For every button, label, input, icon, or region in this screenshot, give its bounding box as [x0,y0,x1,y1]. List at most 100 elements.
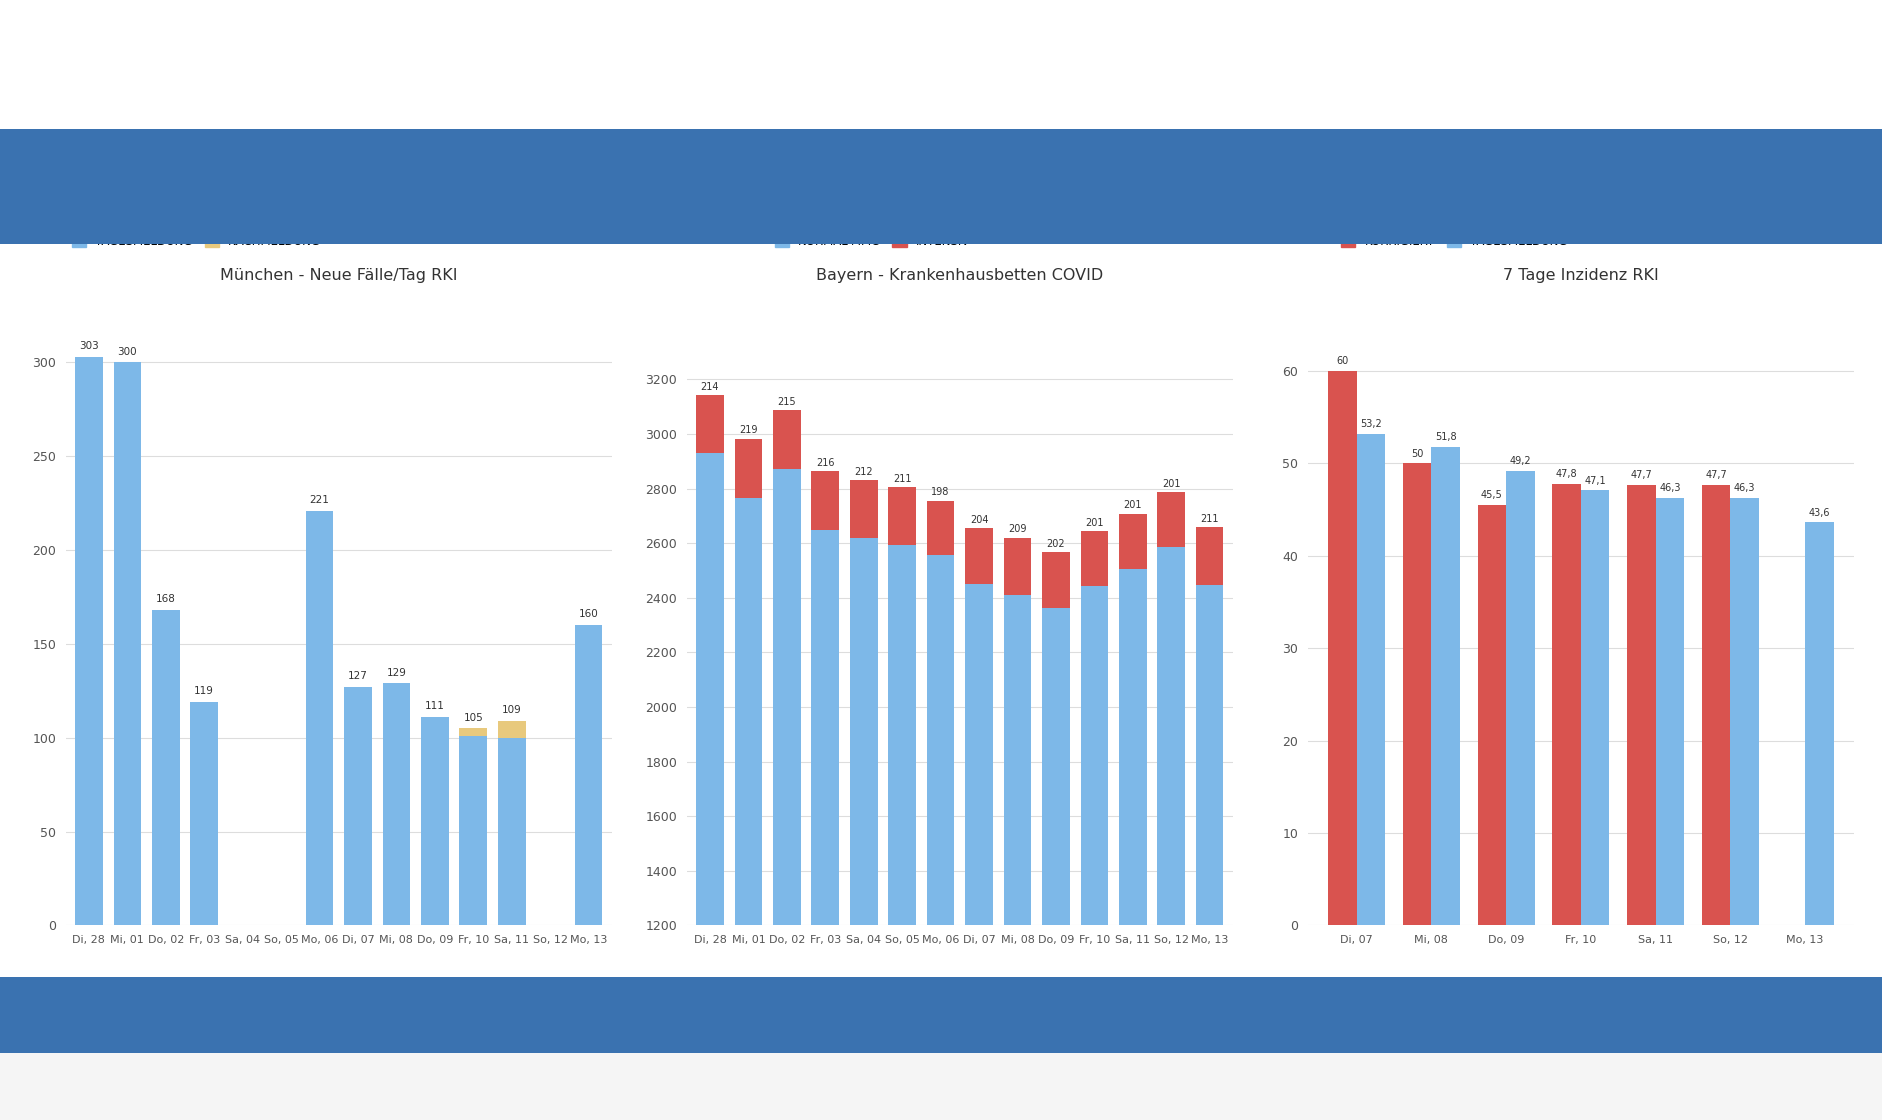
Text: Normal + IMC: Normal + IMC [670,207,747,217]
Text: Feiertagen: Feiertagen [1692,226,1758,240]
Text: ANMERKUNGEN 2023-03-14: ANMERKUNGEN 2023-03-14 [339,13,555,27]
Text: Stand: 2023-03-14 14:15: Stand: 2023-03-14 14:15 [23,96,273,114]
FancyBboxPatch shape [0,1062,156,1111]
Bar [499,721,525,738]
Bar [422,717,448,925]
Text: 50: 50 [1412,449,1423,459]
Text: CoronaMUC.de: CoronaMUC.de [23,24,416,68]
Bar [1157,547,1186,1120]
Bar [1656,497,1684,925]
Text: 211: 211 [1201,514,1220,524]
Bar [1805,522,1833,925]
Text: 45,5: 45,5 [1481,491,1504,501]
Bar [459,728,487,736]
Bar [305,511,333,925]
Text: BESTÄTIGTE FÄLLE: BESTÄTIGTE FÄLLE [100,133,215,143]
Text: ⇪ Share: ⇪ Share [43,1082,88,1091]
Bar [152,610,179,925]
Bar [326,6,1590,123]
Text: 201: 201 [1086,519,1103,529]
Bar [113,362,141,925]
Text: INTENSIV: INTENSIV [853,207,903,217]
Text: KRANKENHAUSBETTEN BAYERN: KRANKENHAUSBETTEN BAYERN [685,133,883,143]
Text: 119: 119 [194,687,215,697]
Text: 2.448: 2.448 [632,160,728,189]
Text: CoronaMUC: CoronaMUC [1615,67,1692,80]
Text: 47,8: 47,8 [1556,469,1577,479]
Text: 201: 201 [1124,501,1142,511]
Bar [1195,585,1223,1120]
Bar [1701,485,1730,925]
Text: 300: 300 [117,347,137,356]
Text: Gesamt: 2.552: Gesamt: 2.552 [423,205,518,218]
Text: TODESFÄLLE: TODESFÄLLE [431,133,510,143]
Bar [1261,132,1562,241]
Text: 216: 216 [817,458,834,468]
Legend: TAGESMELDUNG, NACHMELDUNG: TAGESMELDUNG, NACHMELDUNG [72,234,322,248]
Text: INZIDENZ RKI: INZIDENZ RKI [1683,133,1767,143]
Bar [774,410,800,469]
Text: 43,6: 43,6 [1681,158,1769,192]
Bar [6,132,309,241]
Bar [1003,595,1031,1120]
Bar [1573,132,1876,241]
Bar [1628,485,1656,925]
Text: DUNKELZIFFER FAKTOR: DUNKELZIFFER FAKTOR [1024,133,1171,143]
Text: * Genesene:  7 Tages Durchschnitt der Summe RKI vor 10 Tagen | Aktuell Infiziert: * Genesene: 7 Tages Durchschnitt der Sum… [502,1007,1380,1023]
Bar [811,472,839,530]
Bar [888,487,917,545]
Text: 46,3: 46,3 [1660,483,1681,493]
Bar [190,702,218,925]
Text: nicht mehr.: nicht mehr. [339,101,418,114]
FancyBboxPatch shape [1651,987,1882,1043]
Bar [320,132,621,241]
Bar [1477,505,1506,925]
Bar [632,132,935,241]
Legend: NORMAL+IMC, INTENSIV: NORMAL+IMC, INTENSIV [775,234,971,248]
Text: 211: 211 [837,160,901,189]
Bar [1581,491,1609,925]
Text: 47,7: 47,7 [1630,470,1652,480]
Bar [1043,552,1069,607]
Bar [696,454,725,1120]
Text: infogram: infogram [1743,1008,1799,1021]
Bar [774,469,800,1120]
Text: 168: 168 [156,595,175,605]
Bar [1157,492,1186,547]
Text: 49,2: 49,2 [1509,456,1532,466]
Bar [1402,464,1432,925]
Bar [926,501,954,554]
Bar [1080,531,1108,586]
Text: 47,1: 47,1 [1585,476,1605,485]
Bar [1329,371,1357,925]
Text: +0: +0 [442,158,499,192]
Text: 201: 201 [1161,479,1180,488]
Bar [75,356,104,925]
Bar [926,554,954,1120]
Bar [382,683,410,925]
Text: 160: 160 [578,609,598,619]
Text: 221: 221 [311,495,329,505]
Text: Mo–Fr.: Mo–Fr. [766,227,802,237]
Bar [811,530,839,1120]
Legend: KORRIGIERT, TAGESMELDUNG: KORRIGIERT, TAGESMELDUNG [1342,234,1568,248]
Bar [459,736,487,925]
Text: LMU, LGL Bayern, RKI,: LMU, LGL Bayern, RKI, [1615,39,1762,52]
Text: 47,7: 47,7 [1705,470,1728,480]
Text: 51,8: 51,8 [1434,432,1457,442]
Title: Bayern - Krankenhausbetten COVID: Bayern - Krankenhausbetten COVID [817,269,1103,283]
Text: Täglich: Täglich [1077,226,1120,240]
Text: 53,2: 53,2 [1361,419,1381,429]
Bar [1357,433,1385,925]
Title: München - Neue Fälle/Tag RKI: München - Neue Fälle/Tag RKI [220,269,457,283]
Bar [888,545,917,1120]
Text: 198: 198 [932,487,950,497]
Text: 127: 127 [348,671,367,681]
Text: 215: 215 [777,396,796,407]
Text: 8–19: 8–19 [1050,158,1144,192]
Text: 219: 219 [740,426,758,436]
Text: Täglich: Täglich [1389,226,1434,240]
Text: KONTAKT:: KONTAKT: [1615,91,1690,103]
Bar [1506,470,1534,925]
Text: IFR/KH basiert: IFR/KH basiert [1054,205,1142,218]
